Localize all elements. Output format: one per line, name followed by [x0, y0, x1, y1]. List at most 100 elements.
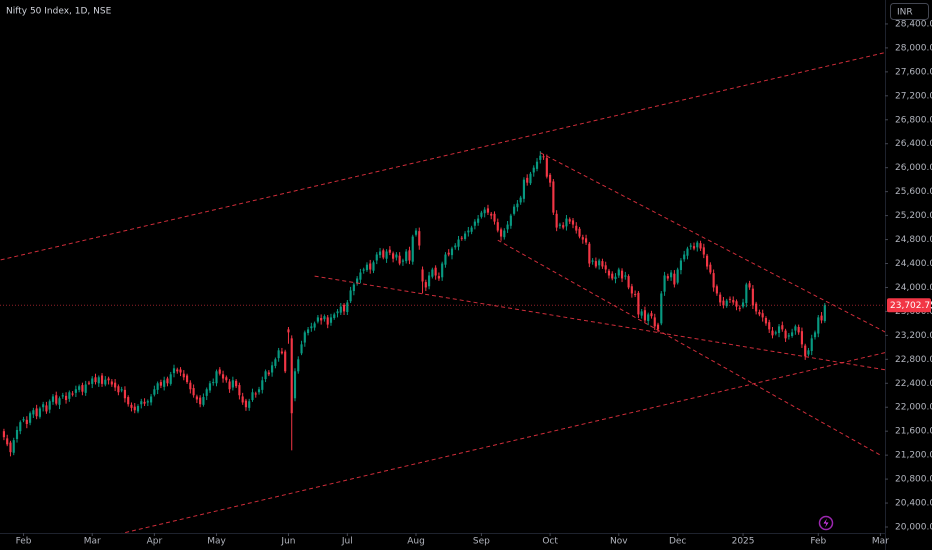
last-price-box	[887, 298, 931, 313]
candle-body	[58, 398, 61, 405]
candle-body	[48, 401, 51, 410]
candle-body	[627, 276, 630, 288]
candle-body	[545, 158, 548, 177]
candle-body	[179, 369, 182, 373]
candle-body	[346, 302, 349, 313]
y-tick-label: 28,000.00	[895, 43, 932, 53]
candle-body	[777, 326, 781, 333]
alert-icon-ring[interactable]	[818, 515, 834, 531]
candle-body	[251, 392, 254, 401]
candle-body	[382, 250, 385, 258]
candle-body	[493, 213, 496, 222]
candle-body	[535, 161, 539, 169]
currency-label[interactable]: INR	[897, 8, 913, 18]
candle-body	[293, 371, 297, 399]
candle-body	[450, 248, 454, 256]
candle-body	[444, 254, 447, 265]
candle-body	[699, 243, 702, 249]
candle-body	[235, 380, 238, 387]
candle-body	[741, 302, 745, 307]
candle-body	[513, 206, 516, 214]
candle-body	[140, 401, 143, 405]
candle-body	[202, 397, 205, 405]
candle-body	[555, 213, 558, 228]
trendline	[314, 275, 885, 371]
candle-body	[172, 368, 176, 374]
candle-body	[509, 215, 512, 226]
candle-body	[800, 331, 804, 345]
candle-body	[692, 246, 696, 249]
x-tick-label: Jul	[341, 537, 353, 547]
candle-body	[784, 330, 787, 339]
candle-body	[519, 197, 522, 203]
candle-body	[526, 177, 529, 183]
candle-body	[804, 345, 807, 357]
y-tick-label: 20,400.00	[895, 499, 932, 509]
candle-body	[218, 369, 221, 374]
candle-body	[552, 181, 555, 213]
candle-body	[19, 422, 22, 432]
candle-body	[221, 374, 225, 379]
candle-body	[578, 228, 581, 237]
candle-body	[712, 273, 715, 288]
candle-body	[522, 179, 526, 199]
currency-button[interactable]	[890, 3, 929, 20]
candle-body	[656, 324, 660, 330]
candle-body	[212, 382, 215, 384]
candle-body	[136, 406, 140, 412]
candle-body	[280, 351, 283, 354]
x-tick-label: May	[207, 537, 226, 547]
candle-body	[55, 395, 58, 404]
candle-body	[568, 219, 571, 222]
candle-body	[434, 267, 437, 276]
candle-body	[64, 395, 68, 401]
candle-body	[228, 381, 231, 390]
candle-body	[287, 329, 290, 333]
x-tick-label: Dec	[669, 537, 686, 547]
candle-body	[634, 294, 637, 296]
candle-body	[768, 322, 771, 330]
trendline	[540, 152, 885, 333]
candle-body	[401, 260, 405, 262]
y-tick-label: 26,400.00	[895, 139, 932, 149]
candle-body	[696, 242, 699, 248]
candle-body	[719, 294, 722, 303]
alert-icon-bolt[interactable]	[823, 518, 829, 528]
candle-body	[307, 329, 310, 333]
candle-body	[395, 254, 398, 258]
candle-body	[758, 312, 761, 315]
trendline	[0, 52, 885, 261]
candle-body	[421, 269, 424, 282]
candle-body	[666, 276, 669, 279]
candle-body	[369, 263, 372, 270]
candle-body	[542, 156, 545, 158]
candle-body	[6, 438, 9, 445]
x-tick-label: Nov	[610, 537, 628, 547]
candle-body	[650, 313, 653, 317]
candle-body	[810, 338, 813, 351]
candle-body	[94, 377, 97, 383]
candle-body	[791, 332, 794, 336]
y-tick-label: 26,000.00	[895, 163, 932, 173]
candle-body	[483, 209, 486, 214]
candle-body	[454, 245, 457, 248]
candle-body	[342, 304, 346, 312]
candle-body	[297, 359, 300, 372]
candle-body	[267, 372, 270, 375]
candle-body	[473, 221, 476, 226]
candle-body	[385, 251, 388, 259]
candle-body	[437, 276, 440, 279]
candle-body	[807, 350, 810, 355]
candle-body	[97, 377, 100, 384]
candle-body	[813, 332, 817, 338]
candle-body	[362, 269, 365, 271]
candle-body	[388, 249, 391, 253]
candle-body	[320, 318, 323, 321]
candle-body	[457, 239, 460, 247]
candle-body	[42, 404, 45, 408]
candle-body	[506, 224, 509, 230]
alert-icon[interactable]	[818, 515, 834, 531]
candle-body	[277, 350, 280, 359]
